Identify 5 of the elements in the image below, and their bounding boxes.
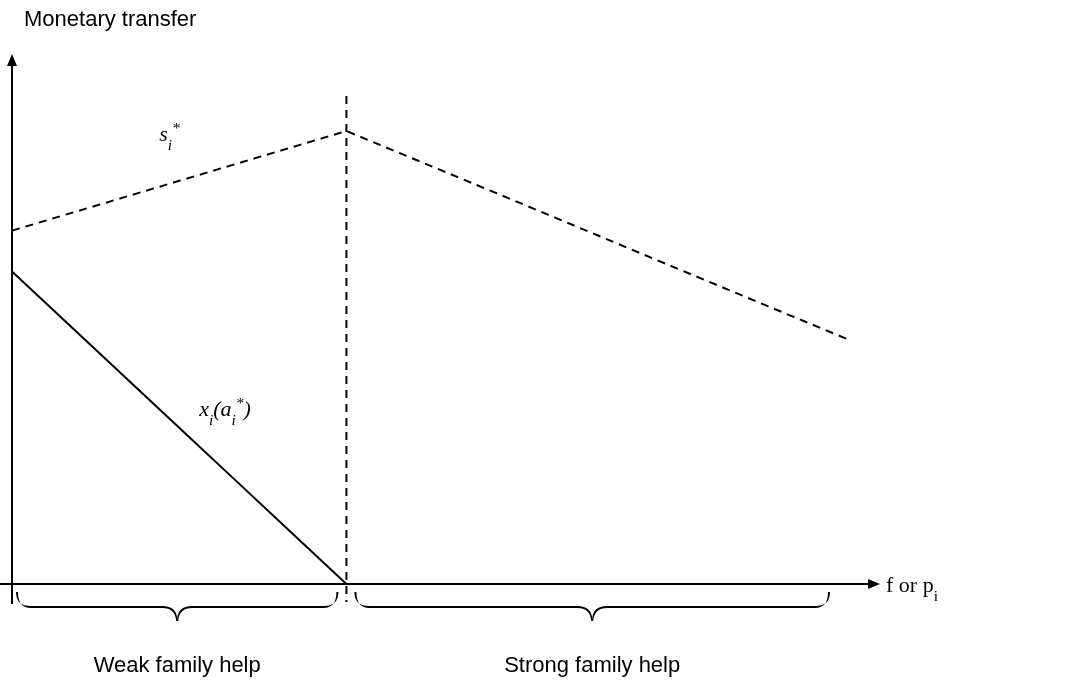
series-label: x$_{i}$(a$_{i}$$^{*}$) [198, 393, 251, 428]
x-axis-title: f or p$_{i}$ [886, 572, 938, 604]
text: Weak family help [93, 652, 261, 677]
y-axis-title: Monetary transfer [24, 6, 197, 31]
text: Strong family help [504, 652, 681, 677]
